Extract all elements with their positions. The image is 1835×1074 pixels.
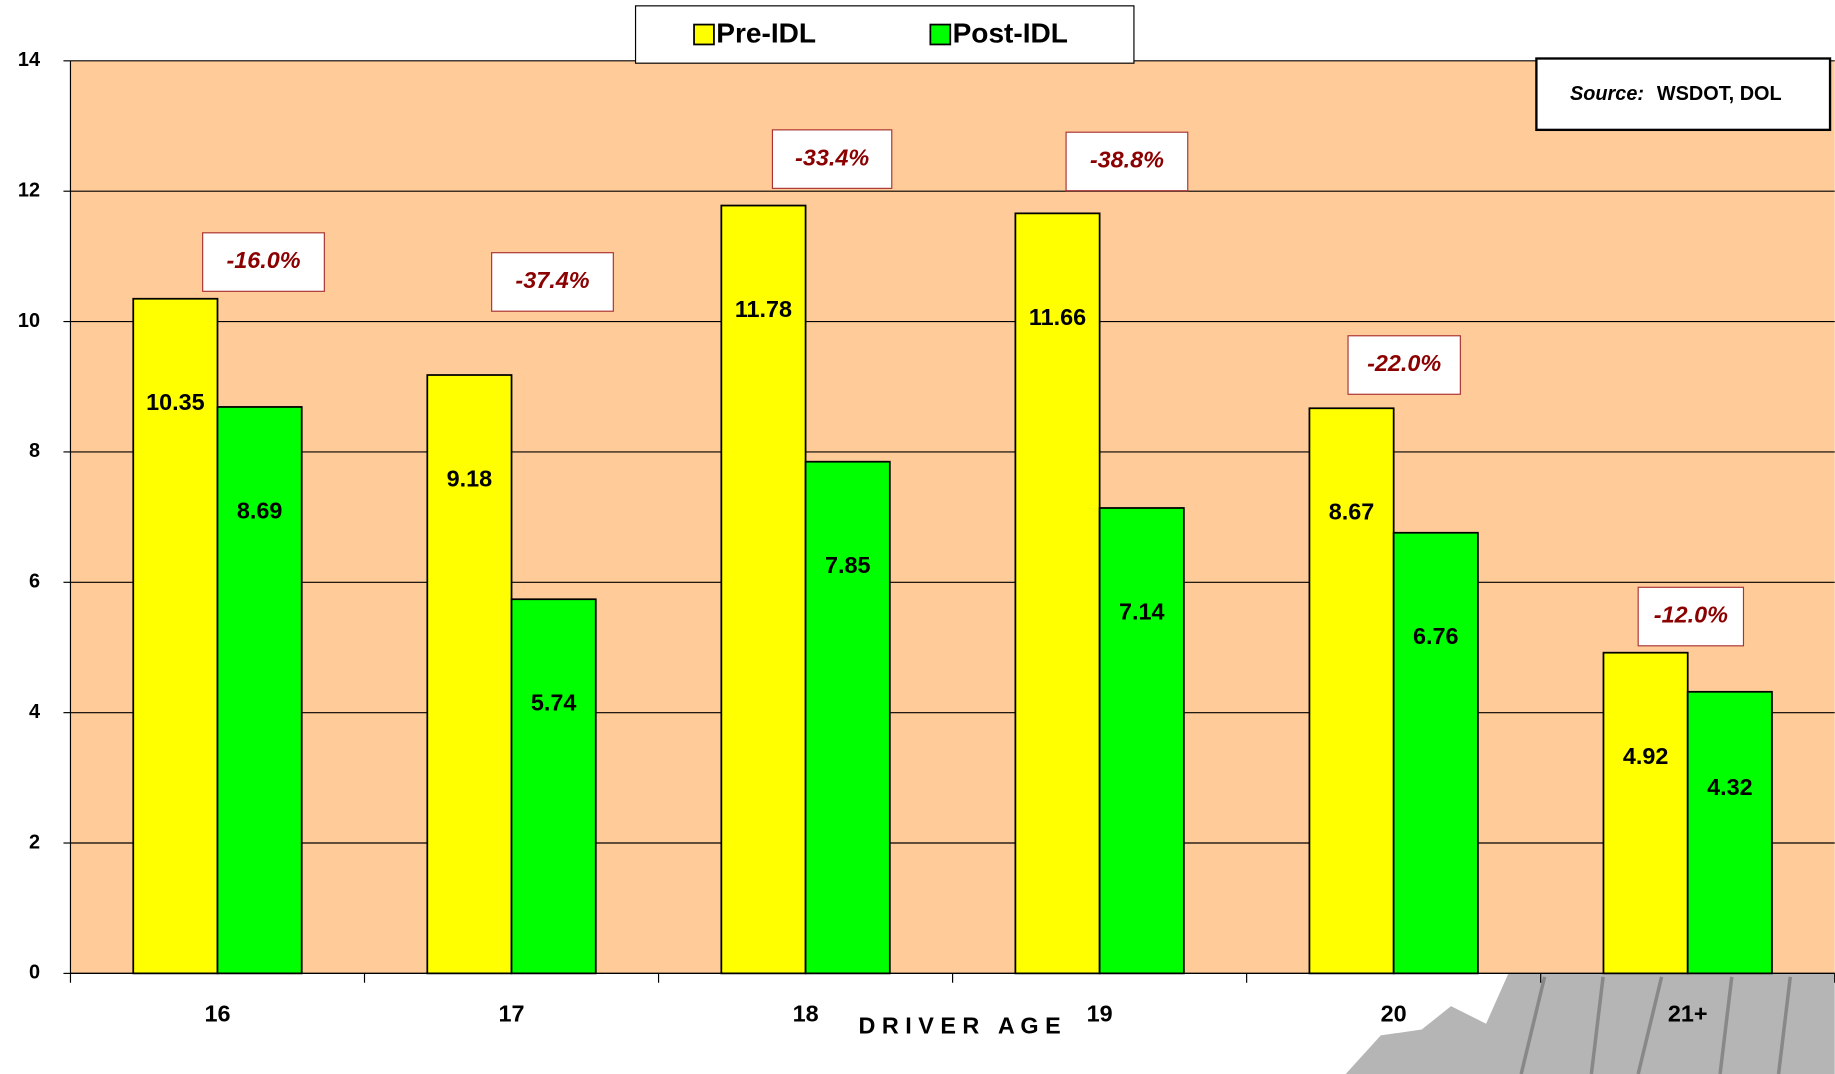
legend-box [634,5,1135,64]
bar [1308,407,1395,975]
source-box [1535,57,1832,132]
source-label: Source: [1570,83,1644,105]
bar [510,598,597,975]
annotation: -38.8% [1090,147,1164,173]
bar [1686,690,1773,975]
value-label: 5.74 [531,690,577,716]
value-label: 4.92 [1623,743,1669,769]
bar [216,406,303,975]
value-label: 4.32 [1707,774,1753,800]
annotation-box [771,129,893,189]
rock-texture [1519,976,1793,1074]
bar [1098,507,1185,975]
y-tick-label: 8 [29,440,40,462]
plot-background [70,60,1835,974]
bar [1392,531,1479,975]
x-axis-title: D R I V E R A G E [859,1012,1061,1038]
annotation: -12.0% [1654,602,1728,628]
y-tick-label: 4 [29,701,40,723]
source-text: WSDOT, DOL [1657,83,1782,105]
x-tick-label: 17 [499,1001,525,1027]
value-label: 10.35 [146,389,205,415]
annotation-box [1637,586,1745,647]
legend-label: Pre-IDL [716,18,816,49]
annotation: -33.4% [795,144,869,170]
legend-swatch [693,23,715,46]
legend-label: Post-IDL [953,18,1068,49]
y-tick-label: 14 [18,49,40,71]
bar [804,460,891,975]
annotation-box [491,252,614,312]
value-label: 11.66 [1029,304,1086,330]
value-label: 8.67 [1329,499,1375,525]
annotation: -37.4% [515,267,589,293]
value-label: 8.69 [237,497,283,523]
y-tick-label: 12 [18,179,40,201]
x-tick-label: 20 [1381,1001,1407,1027]
annotation-box [202,232,325,292]
bar [132,297,219,975]
background-rock [1345,971,1835,1074]
value-label: 11.78 [735,296,792,322]
value-label: 7.14 [1119,598,1165,624]
x-tick-label: 18 [793,1001,819,1027]
y-tick-label: 10 [18,310,40,332]
bar [720,204,807,975]
legend-swatch [929,23,952,46]
bar [1602,651,1689,975]
plot-area: 0 2 4 6 8 10 12 14 16 10.35 8.69 -16.0% 17 9.18 5.74 -3… [18,49,1835,1027]
x-tick-label: 16 [204,1001,230,1027]
y-tick-label: 6 [29,571,40,593]
legend: Pre-IDL Post-IDL [634,5,1135,64]
value-label: 7.85 [825,552,871,578]
annotation: -16.0% [226,247,300,273]
annotation-box [1347,335,1461,395]
y-tick-label: 2 [29,831,40,853]
annotation-box [1065,131,1189,192]
x-tick-label: 21+ [1668,1001,1708,1027]
x-tick-label: 19 [1087,1001,1113,1027]
value-label: 9.18 [447,465,493,491]
y-tick-label: 0 [29,962,40,984]
value-label: 6.76 [1413,623,1459,649]
annotation: -22.0% [1367,350,1441,376]
